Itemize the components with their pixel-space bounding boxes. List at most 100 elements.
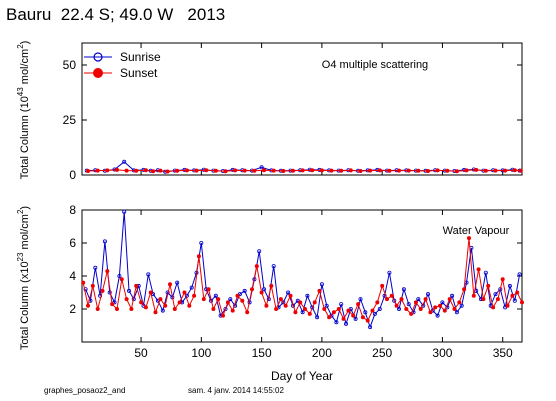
o4-sunset-point xyxy=(310,168,315,173)
wv-sunset-point xyxy=(515,290,520,295)
o4-sunset-point xyxy=(290,168,295,173)
o4-sunset-point xyxy=(512,168,517,173)
wv-sunset-point xyxy=(182,290,187,295)
page-title: Bauru 22.4 S; 49.0 W 2013 xyxy=(6,5,226,24)
wv-sunset-point xyxy=(81,280,86,285)
wv-sunset-point xyxy=(500,277,505,282)
legend-sunrise-label: Sunrise xyxy=(120,50,161,64)
wv-x-tick-label: 100 xyxy=(191,346,211,360)
o4-sunset-point xyxy=(464,168,469,173)
wv-sunrise-point xyxy=(127,288,132,293)
wv-sunset-point xyxy=(307,311,312,316)
wv-sunrise-point xyxy=(358,297,363,302)
wv-sunrise-point xyxy=(189,285,194,290)
wv-sunset-point xyxy=(447,297,452,302)
wv-sunrise-point xyxy=(483,270,488,275)
o4-sunset-point xyxy=(242,168,247,173)
wv-sunrise-point xyxy=(435,313,440,318)
wv-sunset-point xyxy=(293,310,298,315)
wv-sunset-point xyxy=(437,303,442,308)
wv-sunset-point xyxy=(240,298,245,303)
legend: Sunrise Sunset xyxy=(84,50,161,80)
wv-sunrise-point xyxy=(440,300,445,305)
wv-sunrise-point xyxy=(83,287,88,292)
o4-sunset-point xyxy=(194,168,199,173)
wv-sunrise-point xyxy=(406,302,411,307)
wv-sunset-point xyxy=(370,308,375,313)
wv-sunset-point xyxy=(148,290,153,295)
wv-sunrise-point xyxy=(305,293,310,298)
wv-sunrise-point xyxy=(387,270,392,275)
x-axis-label: Day of Year xyxy=(271,369,333,383)
wv-sunset-point xyxy=(230,308,235,313)
wv-sunset-point xyxy=(510,293,515,298)
wv-sunset-point xyxy=(389,293,394,298)
o4-sunset-point xyxy=(115,167,120,172)
o4-sunset-point xyxy=(143,168,148,173)
wv-sunset-point xyxy=(433,305,438,310)
wv-sunset-point xyxy=(143,305,148,310)
wv-sunset-point xyxy=(452,306,457,311)
wv-sunset-point xyxy=(375,300,380,305)
wv-sunset-point xyxy=(423,297,428,302)
wv-sunset-point xyxy=(394,303,399,308)
o4-plot-frame xyxy=(81,42,523,176)
wv-sunset-point xyxy=(360,315,365,320)
wv-sunset-point xyxy=(351,313,356,318)
wv-sunset-point xyxy=(211,306,216,311)
wv-sunset-point xyxy=(201,297,206,302)
wv-sunset-point xyxy=(520,300,525,305)
water-vapour-panel: 2 4 6 8 50 100 150 200 250 300 350 Water Vapour To… xyxy=(16,203,525,383)
wv-sunset-point xyxy=(95,306,100,311)
wv-sunrise-point xyxy=(223,306,228,311)
wv-sunrise-point xyxy=(392,298,397,303)
wv-sunrise-point xyxy=(160,308,165,313)
wv-sunrise-point xyxy=(377,306,382,311)
wv-sunrise-point xyxy=(102,239,107,244)
wv-y-tick-label: 8 xyxy=(69,203,76,217)
wv-sunset-point xyxy=(457,300,462,305)
wv-sunrise-point xyxy=(372,311,377,316)
o4-sunset-point xyxy=(493,168,498,173)
wv-sunrise-point xyxy=(401,287,406,292)
wv-sunset-point xyxy=(206,287,211,292)
o4-sunset-point xyxy=(319,168,324,173)
wv-sunset-point xyxy=(404,306,409,311)
wv-y-tick-label: 4 xyxy=(69,269,76,283)
o4-sunrise-point xyxy=(259,165,264,170)
wv-sunrise-point xyxy=(257,249,262,254)
wv-sunset-point xyxy=(428,310,433,315)
o4-sunset-point xyxy=(223,169,228,174)
o4-y-tick-label: 25 xyxy=(63,113,77,127)
footer-filename: graphes_posaoz2_and xyxy=(44,386,126,395)
wv-sunset-point xyxy=(288,293,293,298)
wv-sunset-point xyxy=(163,303,168,308)
wv-sunrise-point xyxy=(454,310,459,315)
wv-sunrise-point xyxy=(334,320,339,325)
wv-sunset-point xyxy=(283,303,288,308)
wv-sunrise-point xyxy=(493,292,498,297)
o4-sunset-point xyxy=(271,168,276,173)
wv-sunrise-point xyxy=(459,303,464,308)
wv-sunset-point xyxy=(298,300,303,305)
wv-sunset-point xyxy=(153,310,158,315)
wv-sunrise-point xyxy=(93,265,98,270)
wv-sunrise-point xyxy=(213,293,218,298)
o4-sunset-point xyxy=(86,168,91,173)
o4-sunset-point xyxy=(134,168,139,173)
wv-sunset-point xyxy=(336,306,341,311)
o4-sunset-point xyxy=(416,168,421,173)
o4-sunset-point xyxy=(348,168,353,173)
o4-y-axis-label: Total Column (1043 mol/cm2) xyxy=(16,41,31,180)
wv-sunset-point xyxy=(486,283,491,288)
o4-sunset-point xyxy=(105,168,110,173)
o4-annotation: O4 multiple scattering xyxy=(322,59,428,71)
o4-sunset-point xyxy=(252,168,257,173)
wv-sunset-point xyxy=(105,269,110,274)
wv-sunset-point xyxy=(409,311,414,316)
o4-sunset-point xyxy=(261,168,266,173)
o4-sunset-point xyxy=(483,168,488,173)
wv-sunrise-point xyxy=(507,283,512,288)
o4-sunset-point xyxy=(358,168,363,173)
